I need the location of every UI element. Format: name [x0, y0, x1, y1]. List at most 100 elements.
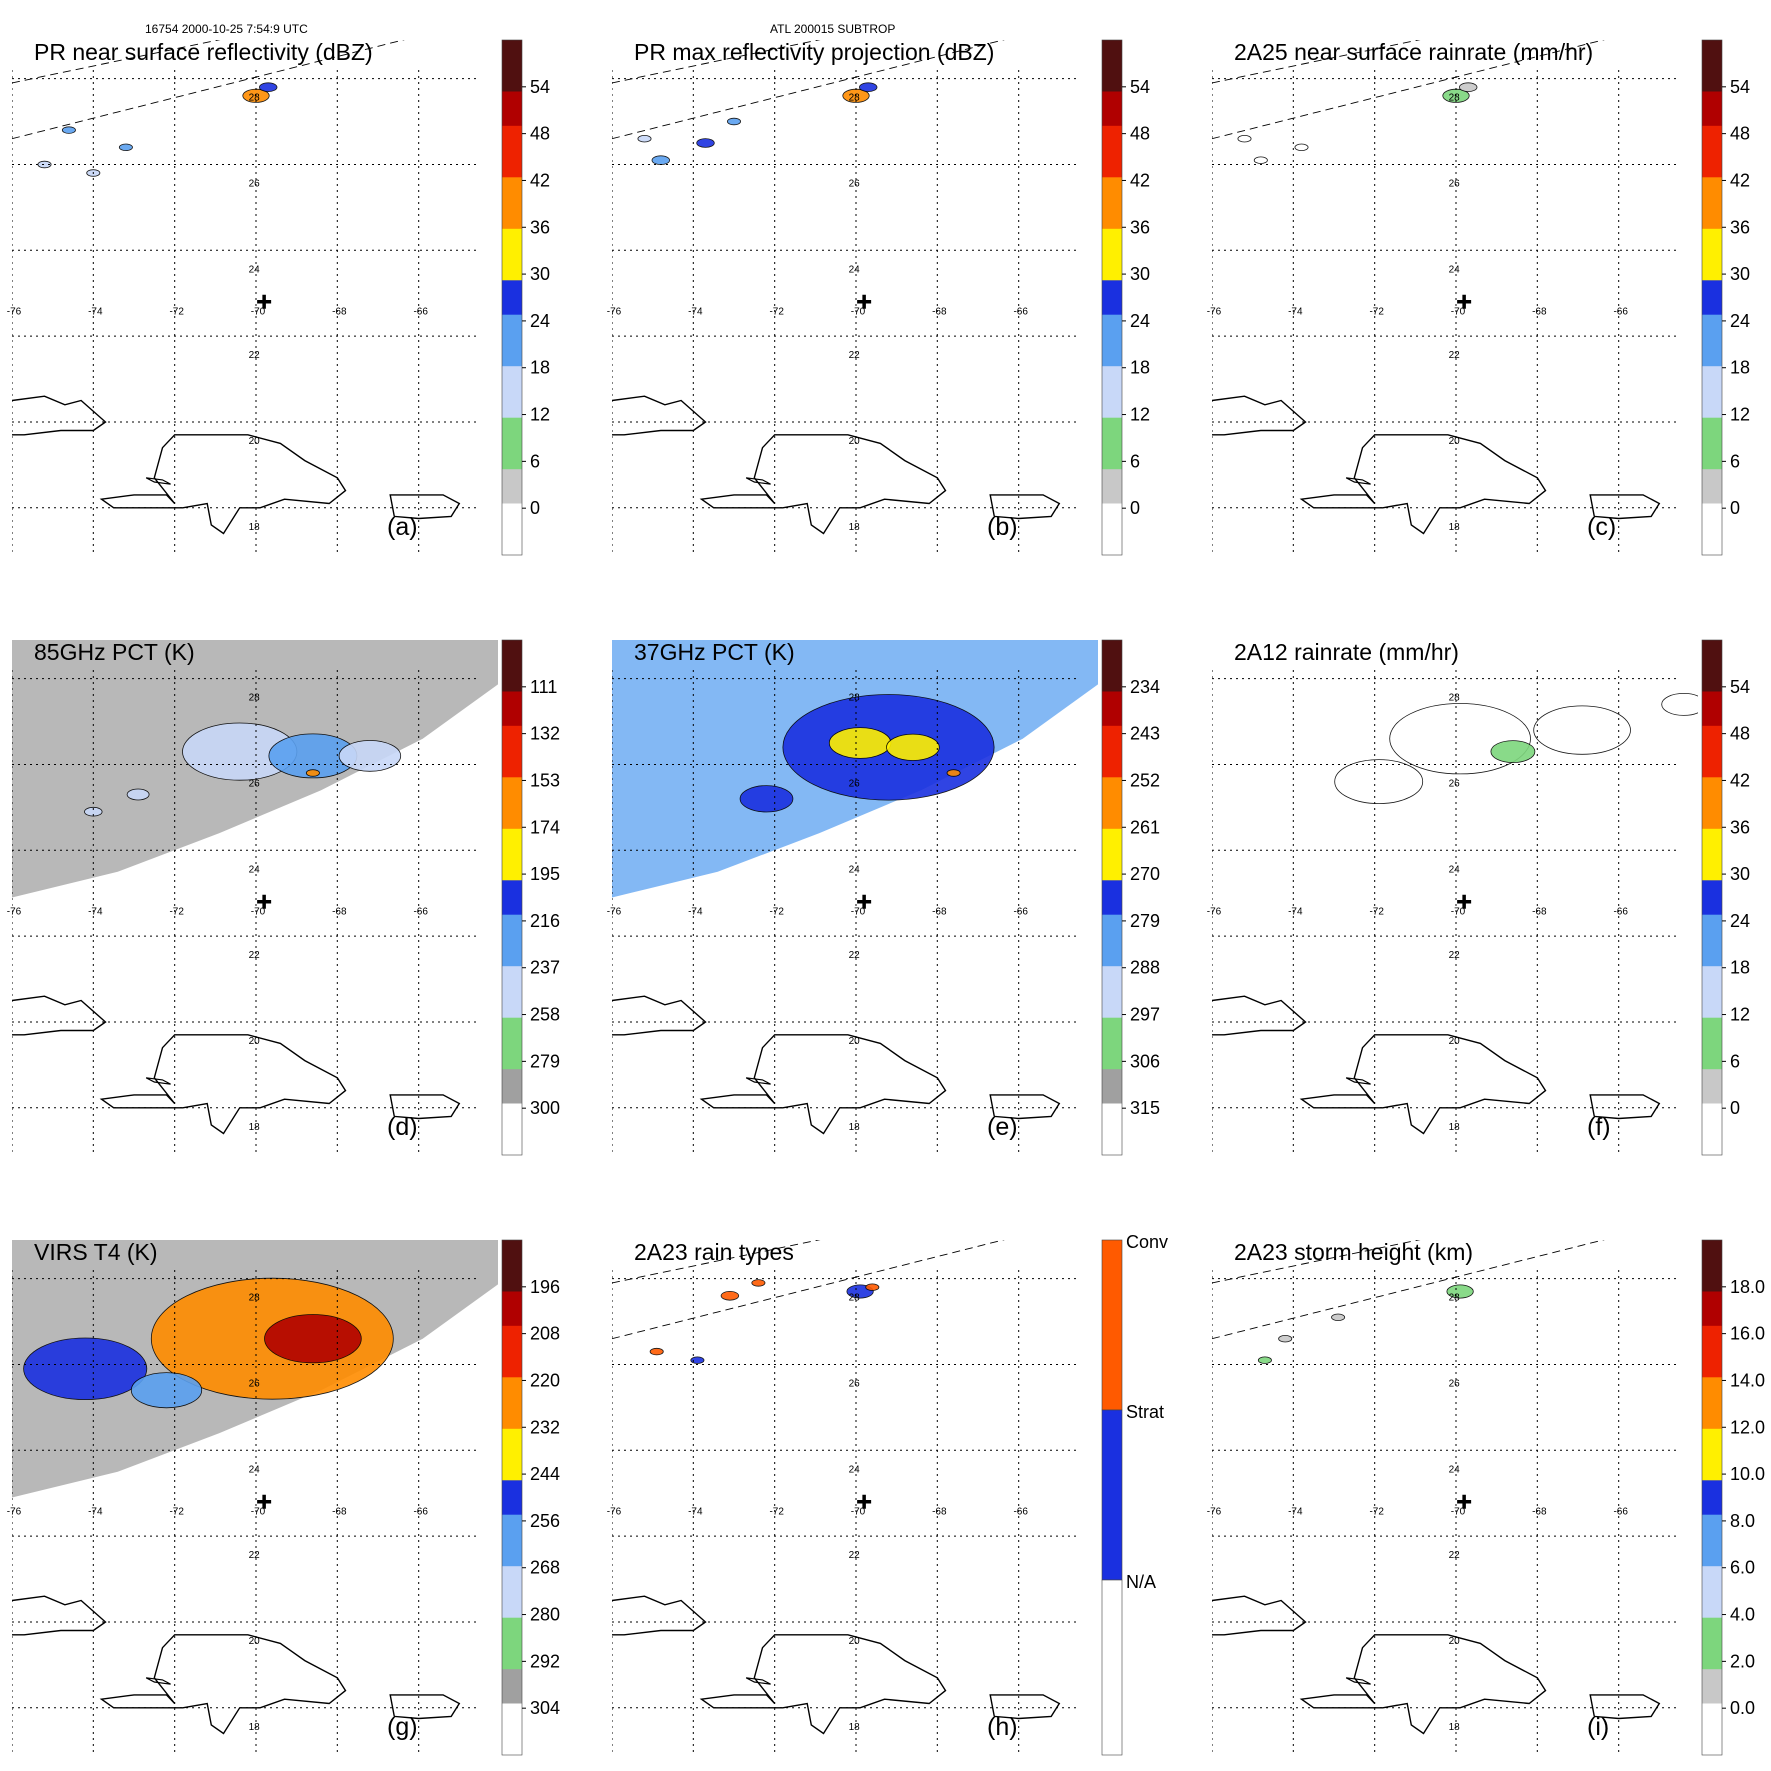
- colorbar-label-i-4: 10.0: [1730, 1464, 1765, 1484]
- feature-h-1: [865, 1283, 880, 1291]
- lon-tick-f-5: -66: [1613, 907, 1628, 918]
- coast-hispaniola-d: [99, 1034, 347, 1135]
- colorbar-label-f-7: 12: [1730, 1005, 1750, 1025]
- lon-tick-b-1: -74: [688, 307, 703, 318]
- colorbar-seg-b-11: [1102, 228, 1122, 247]
- colorbar-seg-i-4: [1702, 1308, 1722, 1327]
- panel-a: -76 -74 -72 -70 -68 -66 28 26 24 22 20 18 PR near su…: [7, 39, 550, 556]
- panel-title-c: 2A25 near surface rainrate (mm/hr): [1234, 39, 1593, 65]
- feature-g-3: [130, 1372, 203, 1409]
- lat-tick-e-1: 26: [849, 778, 861, 789]
- lon-tick-g-5: -66: [413, 1507, 428, 1518]
- colorbar-seg-e-1: [1102, 657, 1122, 675]
- colorbar-label-c-0: 54: [1730, 77, 1750, 97]
- lon-tick-c-5: -66: [1613, 307, 1628, 318]
- lat-tick-h-1: 26: [849, 1378, 861, 1389]
- lat-tick-d-4: 20: [249, 1036, 261, 1047]
- panel-label-b: (b): [987, 513, 1018, 541]
- colorbar-label-e-8: 306: [1130, 1051, 1160, 1071]
- colorbar-b: 54 48 42 36 30 24 18 12 6 0: [1101, 39, 1150, 556]
- colorbar-seg-b-0: [1102, 40, 1122, 58]
- feature-h-4: [649, 1347, 664, 1356]
- feature-d-2: [338, 740, 402, 772]
- colorbar-seg-g-15: [502, 1497, 522, 1516]
- storm-center-marker-e: [857, 894, 872, 909]
- colorbar-seg-i-19: [1702, 1566, 1722, 1584]
- lat-tick-g-4: 20: [249, 1636, 261, 1647]
- colorbar-label-d-3: 174: [530, 817, 560, 837]
- colorbar-label-f-2: 42: [1730, 770, 1750, 790]
- storm-center-marker-f: [1457, 894, 1472, 909]
- colorbar-label-d-1: 132: [530, 724, 560, 744]
- storm-center-marker-g: [257, 1494, 272, 1509]
- colorbar-frame-e: [1101, 639, 1123, 1156]
- feature-a-1: [259, 82, 278, 92]
- header-orbit-time: 16754 2000-10-25 7:54:9 UTC: [145, 22, 308, 36]
- colorbar-seg-b-26: [1102, 486, 1122, 504]
- colorbar-seg-d-8: [502, 777, 522, 795]
- lon-tick-i-2: -72: [1369, 1507, 1384, 1518]
- colorbar-seg-c-23: [1702, 434, 1722, 453]
- lat-tick-c-0: 28: [1449, 93, 1461, 104]
- colorbar-label-f-0: 54: [1730, 677, 1750, 697]
- colorbar-seg-a-0: [502, 40, 522, 58]
- colorbar-seg-a-28: [502, 520, 522, 539]
- map-area-h: [612, 1240, 1078, 1755]
- colorbar-seg-f-16: [1702, 914, 1722, 933]
- colorbar-label-a-4: 30: [530, 264, 550, 284]
- coast-cuba-g: [12, 1595, 107, 1636]
- colorbar-seg-g-7: [502, 1360, 522, 1378]
- colorbar-label-c-6: 18: [1730, 358, 1750, 378]
- colorbar-label-a-3: 36: [530, 217, 550, 237]
- colorbar-seg-b-6: [1102, 143, 1122, 161]
- colorbar-seg-a-14: [502, 280, 522, 298]
- colorbar-seg-e-19: [1102, 966, 1122, 984]
- colorbar-seg-i-2: [1702, 1274, 1722, 1292]
- coast-cuba-a: [12, 395, 107, 436]
- colorbar-frame-g: [501, 1239, 523, 1756]
- lat-tick-c-1: 26: [1449, 178, 1461, 189]
- coast-gonave-g: [145, 1677, 171, 1685]
- colorbar-seg-g-20: [502, 1583, 522, 1601]
- lat-tick-b-0: 28: [849, 93, 861, 104]
- colorbar-seg-b-17: [1102, 331, 1122, 350]
- colorbar-seg-f-8: [1702, 777, 1722, 795]
- colorbar-seg-b-24: [1102, 452, 1122, 470]
- colorbar-label-e-2: 252: [1130, 770, 1160, 790]
- colorbar-seg-f-28: [1702, 1120, 1722, 1139]
- feature-b-3: [651, 155, 671, 165]
- colorbar-label-e-5: 279: [1130, 911, 1160, 931]
- colorbar-seg-b-15: [1102, 297, 1122, 316]
- feature-b-4: [727, 117, 742, 126]
- swath-edge-lower-c: [1212, 40, 1605, 140]
- panel-label-c: (c): [1587, 513, 1616, 541]
- colorbar-seg-c-29: [1702, 537, 1722, 556]
- lat-tick-i-2: 24: [1449, 1464, 1461, 1475]
- colorbar-seg-g-5: [502, 1325, 522, 1344]
- lat-tick-a-0: 28: [249, 93, 261, 104]
- colorbar-seg-i-17: [1702, 1531, 1722, 1550]
- feature-i-3: [1278, 1334, 1293, 1343]
- colorbar-seg-a-1: [502, 57, 522, 75]
- colorbar-seg-f-22: [1702, 1017, 1722, 1036]
- feature-b-2: [696, 138, 715, 148]
- panel-b: -76 -74 -72 -70 -68 -66 28 26 24 22 20 18 PR max ref…: [607, 39, 1150, 556]
- colorbar-label-c-8: 6: [1730, 451, 1740, 471]
- colorbar-label-c-9: 0: [1730, 498, 1740, 518]
- lat-tick-b-5: 18: [849, 522, 861, 533]
- colorbar-seg-d-26: [502, 1086, 522, 1104]
- colorbar-seg-a-15: [502, 297, 522, 316]
- colorbar-f: 54 48 42 36 30 24 18 12 6 0: [1701, 639, 1750, 1156]
- colorbar-label-b-2: 42: [1130, 170, 1150, 190]
- lat-tick-a-1: 26: [249, 178, 261, 189]
- lon-tick-i-3: -70: [1451, 1507, 1466, 1518]
- colorbar-seg-a-2: [502, 74, 522, 92]
- colorbar-label-d-2: 153: [530, 770, 560, 790]
- lat-tick-a-5: 18: [249, 522, 261, 533]
- lat-tick-d-2: 24: [249, 864, 261, 875]
- colorbar-seg-a-22: [502, 417, 522, 436]
- lon-tick-d-5: -66: [413, 907, 428, 918]
- lon-tick-c-0: -76: [1207, 307, 1222, 318]
- colorbar-seg-b-28: [1102, 520, 1122, 539]
- feature-f-2: [1334, 759, 1424, 805]
